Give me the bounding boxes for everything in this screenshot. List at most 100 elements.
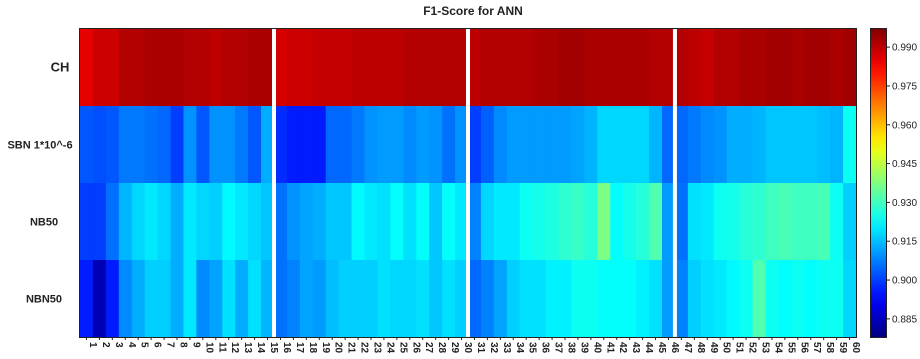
heatmap-cell: [623, 183, 637, 261]
column-tick-label: 18: [307, 342, 318, 354]
heatmap-cell: [183, 183, 197, 261]
heatmap-cell: [519, 183, 534, 261]
heatmap-cell: [248, 183, 262, 261]
group-separators: [272, 29, 677, 337]
column-tick-label: 9: [190, 342, 201, 348]
heatmap-cell: [674, 106, 689, 184]
heatmap-cell: [468, 106, 482, 184]
heatmap-cells: [80, 29, 857, 338]
heatmap-cell: [286, 106, 301, 184]
group-separator: [466, 29, 470, 337]
column-tick-label: 10: [203, 342, 214, 354]
heatmap-cell: [804, 260, 818, 338]
heatmap-cell: [286, 29, 301, 107]
heatmap-cell: [558, 183, 572, 261]
heatmap-cell: [144, 183, 158, 261]
column-tick-label: 48: [695, 342, 706, 354]
heatmap-cell: [312, 29, 327, 107]
colorbar-tick-label: 0.930: [892, 198, 917, 209]
heatmap-cell: [80, 29, 94, 107]
heatmap-cell: [364, 260, 378, 338]
column-tick-label: 11: [216, 342, 227, 353]
column-tick-label: 44: [643, 342, 654, 354]
heatmap-cell: [403, 106, 417, 184]
heatmap-cell: [739, 106, 753, 184]
heatmap-cell: [351, 260, 365, 338]
heatmap-cell: [209, 106, 223, 184]
column-tick-label: 29: [449, 342, 460, 354]
heatmap-cell: [726, 260, 740, 338]
heatmap-cell: [196, 106, 210, 184]
row-labels: CH SBN 1*10^-6 NB50 NBN50: [7, 60, 72, 306]
heatmap-cell: [442, 260, 456, 338]
heatmap-cell: [183, 29, 197, 107]
heatmap-cell: [830, 183, 844, 261]
column-tick-label: 40: [591, 342, 602, 354]
heatmap-cell: [338, 260, 352, 338]
column-tick-label: 41: [604, 342, 615, 354]
heatmap-cell: [597, 183, 611, 261]
column-tick-label: 58: [824, 342, 835, 354]
column-tick-label: 42: [617, 342, 628, 354]
heatmap-cell: [377, 106, 391, 184]
heatmap-cell: [312, 260, 327, 338]
heatmap-cell: [817, 183, 831, 261]
column-tick-label: 32: [488, 342, 499, 354]
heatmap-cell: [623, 106, 637, 184]
heatmap-cell: [338, 106, 352, 184]
heatmap-cell: [843, 29, 857, 107]
heatmap-cell: [429, 29, 443, 107]
heatmap-cell: [390, 29, 404, 107]
column-tick-label: 4: [126, 342, 137, 348]
row-label: NBN50: [26, 294, 62, 306]
heatmap-cell: [493, 183, 508, 261]
heatmap-cell: [493, 106, 508, 184]
column-tick-label: 43: [630, 342, 641, 354]
heatmap-cell: [636, 29, 650, 107]
heatmap-cell: [778, 260, 792, 338]
heatmap-cell: [739, 260, 753, 338]
column-tick-label: 54: [772, 342, 783, 354]
chart-title: F1-Score for ANN: [423, 4, 523, 18]
column-tick-label: 21: [346, 342, 357, 354]
heatmap-cell: [131, 106, 146, 184]
column-tick-label: 20: [333, 342, 344, 354]
heatmap-cell: [157, 260, 171, 338]
column-tick-label: 13: [242, 342, 253, 354]
heatmap-cell: [752, 260, 766, 338]
heatmap-cell: [623, 260, 637, 338]
heatmap-cell: [351, 106, 365, 184]
column-tick-label: 7: [165, 342, 176, 348]
column-tick-label: 38: [566, 342, 577, 354]
row-label: CH: [51, 60, 70, 75]
column-tick-label: 55: [785, 342, 796, 354]
heatmap-cell: [519, 260, 534, 338]
column-tick-label: 47: [682, 342, 693, 354]
column-tick-label: 16: [281, 342, 292, 354]
heatmap-cell: [713, 106, 728, 184]
heatmap-cell: [131, 260, 146, 338]
heatmap-cell: [726, 29, 740, 107]
heatmap-cell: [674, 29, 689, 107]
heatmap-cell: [532, 260, 546, 338]
heatmap-cell: [274, 106, 288, 184]
heatmap-cell: [131, 29, 146, 107]
heatmap-cell: [519, 106, 534, 184]
colorbar-tick-label: 0.990: [892, 43, 917, 54]
colorbar-tick-label: 0.975: [892, 81, 917, 92]
heatmap-cell: [299, 183, 314, 261]
heatmap-cell: [610, 183, 624, 261]
heatmap-cell: [545, 29, 559, 107]
heatmap-cell: [377, 183, 391, 261]
heatmap-cell: [571, 260, 585, 338]
colorbar-tick-label: 0.885: [892, 314, 917, 325]
heatmap-cell: [532, 183, 546, 261]
group-separator: [272, 29, 276, 337]
heatmap-cell: [532, 106, 546, 184]
heatmap-cell: [817, 260, 831, 338]
heatmap-cell: [429, 183, 443, 261]
heatmap-cell: [261, 260, 275, 338]
heatmap-cell: [416, 260, 430, 338]
heatmap-cell: [480, 183, 495, 261]
heatmap-cell: [170, 260, 184, 338]
